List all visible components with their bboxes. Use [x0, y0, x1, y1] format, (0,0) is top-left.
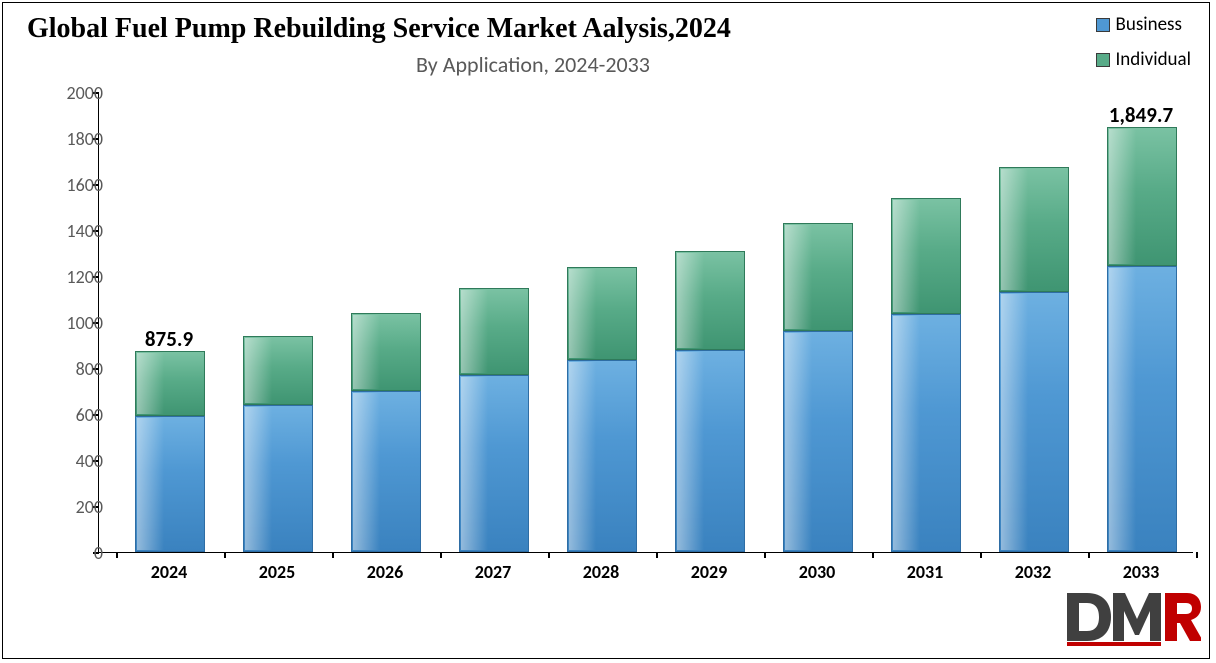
x-tick	[764, 552, 766, 558]
x-axis-label: 2033	[1123, 561, 1160, 583]
bar-business	[243, 405, 313, 552]
logo-underline	[1067, 642, 1161, 646]
x-axis-label: 2025	[259, 561, 296, 583]
y-axis-label: 400	[43, 450, 103, 472]
y-axis-label: 0	[43, 542, 103, 564]
x-tick	[440, 552, 442, 558]
dmr-logo	[1061, 587, 1201, 654]
y-axis-label: 800	[43, 358, 103, 380]
legend-swatch-business	[1096, 18, 1110, 32]
bar-business	[675, 350, 745, 552]
chart-frame: Global Fuel Pump Rebuilding Service Mark…	[2, 2, 1210, 659]
bar-individual	[999, 167, 1069, 292]
bar-individual	[351, 313, 421, 391]
bar-business	[1107, 266, 1177, 552]
bar-individual	[1107, 127, 1177, 266]
bar-individual	[675, 251, 745, 350]
bar-business	[999, 292, 1069, 552]
x-axis-label: 2031	[907, 561, 944, 583]
bar-individual	[135, 351, 205, 417]
legend-label-individual: Individual	[1116, 48, 1191, 71]
x-axis-label: 2032	[1015, 561, 1052, 583]
x-tick	[548, 552, 550, 558]
bar-individual	[891, 198, 961, 314]
bar-individual	[459, 288, 529, 375]
x-tick	[656, 552, 658, 558]
x-tick	[1196, 552, 1198, 558]
x-axis-label: 2027	[475, 561, 512, 583]
x-tick	[224, 552, 226, 558]
chart-title: Global Fuel Pump Rebuilding Service Mark…	[27, 13, 731, 45]
legend: Business Individual	[1096, 13, 1191, 83]
x-tick	[116, 552, 118, 558]
y-axis-label: 1800	[43, 128, 103, 150]
logo-letter-r	[1165, 593, 1201, 641]
y-axis-label: 1400	[43, 220, 103, 242]
x-axis-label: 2029	[691, 561, 728, 583]
bar-business	[459, 375, 529, 552]
x-tick	[1088, 552, 1090, 558]
x-axis-label: 2030	[799, 561, 836, 583]
logo-letter-m	[1113, 593, 1161, 641]
bar-business	[135, 416, 205, 552]
bar-individual	[567, 267, 637, 360]
bar-business	[891, 314, 961, 552]
legend-swatch-individual	[1096, 53, 1110, 67]
x-axis-label: 2028	[583, 561, 620, 583]
x-tick	[872, 552, 874, 558]
y-axis-label: 1200	[43, 266, 103, 288]
plot-area	[98, 93, 1193, 553]
logo-letter-d	[1067, 593, 1111, 641]
bar-individual	[783, 223, 853, 331]
legend-label-business: Business	[1116, 13, 1182, 36]
x-tick	[980, 552, 982, 558]
y-axis-label: 200	[43, 496, 103, 518]
legend-item-business: Business	[1096, 13, 1191, 36]
y-axis-label: 600	[43, 404, 103, 426]
x-tick	[332, 552, 334, 558]
y-axis-label: 2000	[43, 82, 103, 104]
y-axis-label: 1000	[43, 312, 103, 334]
x-axis-label: 2024	[151, 561, 188, 583]
data-label-2033: 1,849.7	[1109, 102, 1173, 128]
legend-item-individual: Individual	[1096, 48, 1191, 71]
dmr-logo-svg	[1061, 587, 1201, 649]
y-axis-label: 1600	[43, 174, 103, 196]
x-axis-label: 2026	[367, 561, 404, 583]
bar-business	[783, 331, 853, 552]
chart-subtitle: By Application, 2024-2033	[23, 51, 1043, 78]
bar-business	[567, 360, 637, 552]
data-label-2024: 875.9	[145, 326, 193, 352]
bar-business	[351, 391, 421, 552]
bar-individual	[243, 336, 313, 405]
